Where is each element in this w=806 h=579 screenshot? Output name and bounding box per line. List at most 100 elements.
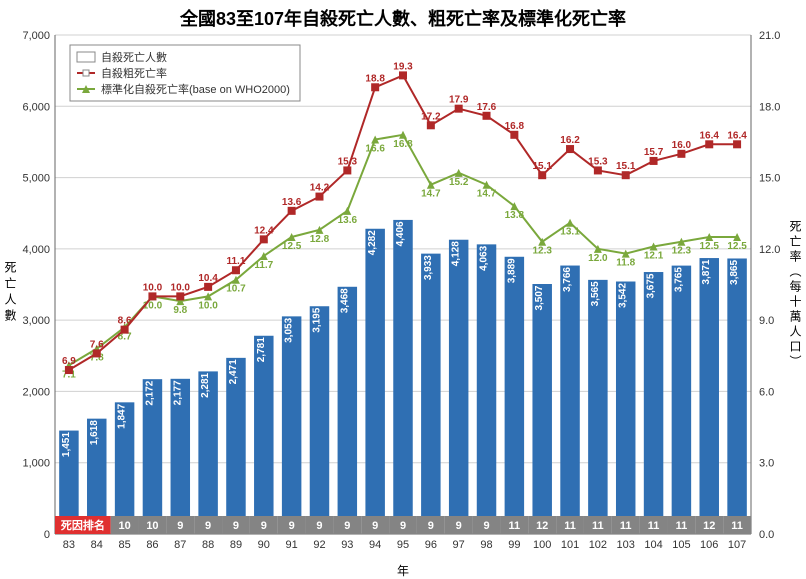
- svg-text:9: 9: [428, 520, 434, 532]
- svg-text:2,281: 2,281: [200, 372, 211, 397]
- svg-text:2,177: 2,177: [172, 380, 183, 405]
- svg-text:92: 92: [313, 539, 325, 551]
- svg-text:104: 104: [644, 539, 662, 551]
- bar: [727, 258, 746, 534]
- svg-text:12: 12: [703, 520, 715, 532]
- svg-text:103: 103: [617, 539, 635, 551]
- svg-text:12.5: 12.5: [282, 241, 302, 252]
- svg-text:21.0: 21.0: [759, 30, 780, 42]
- svg-text:10: 10: [118, 520, 130, 532]
- svg-text:11: 11: [620, 520, 632, 532]
- svg-text:8.6: 8.6: [118, 316, 132, 327]
- bar: [477, 244, 496, 534]
- svg-text:15.1: 15.1: [616, 161, 636, 172]
- bar: [365, 229, 384, 534]
- svg-text:17.6: 17.6: [477, 102, 497, 113]
- svg-text:101: 101: [561, 539, 579, 551]
- svg-text:90: 90: [258, 539, 270, 551]
- svg-text:102: 102: [589, 539, 607, 551]
- svg-text:11: 11: [564, 520, 576, 532]
- svg-text:6.0: 6.0: [759, 386, 774, 398]
- svg-text:1,618: 1,618: [89, 420, 100, 445]
- svg-text:16.8: 16.8: [393, 139, 413, 150]
- svg-text:6,000: 6,000: [22, 101, 50, 113]
- svg-text:4,282: 4,282: [367, 230, 378, 255]
- svg-text:12.5: 12.5: [700, 241, 720, 252]
- bar: [282, 316, 301, 534]
- svg-text:83: 83: [63, 539, 75, 551]
- bar: [616, 282, 635, 534]
- svg-text:11: 11: [731, 520, 743, 532]
- svg-text:12.3: 12.3: [532, 246, 552, 257]
- svg-text:9: 9: [400, 520, 406, 532]
- svg-text:6.9: 6.9: [62, 356, 76, 367]
- svg-text:93: 93: [341, 539, 353, 551]
- svg-text:9: 9: [483, 520, 489, 532]
- svg-text:100: 100: [533, 539, 551, 551]
- svg-text:12.5: 12.5: [727, 241, 747, 252]
- svg-text:13.6: 13.6: [282, 197, 302, 208]
- svg-text:16.8: 16.8: [505, 121, 525, 132]
- svg-text:11.1: 11.1: [226, 256, 245, 267]
- bar: [310, 306, 329, 534]
- bar: [672, 266, 691, 534]
- svg-text:0: 0: [44, 529, 50, 541]
- svg-text:12.3: 12.3: [672, 246, 692, 257]
- svg-text:9: 9: [372, 520, 378, 532]
- bar: [393, 220, 412, 534]
- svg-text:7.6: 7.6: [90, 339, 104, 350]
- svg-text:9: 9: [261, 520, 267, 532]
- svg-text:11: 11: [676, 520, 688, 532]
- svg-text:1,451: 1,451: [61, 432, 72, 457]
- svg-text:3,053: 3,053: [284, 317, 295, 342]
- svg-text:死因排名: 死因排名: [61, 518, 105, 532]
- svg-text:107: 107: [728, 539, 746, 551]
- svg-text:3,766: 3,766: [562, 267, 573, 292]
- svg-text:89: 89: [230, 539, 242, 551]
- bar: [560, 266, 579, 534]
- svg-text:13.6: 13.6: [338, 215, 358, 226]
- svg-text:12.8: 12.8: [310, 234, 330, 245]
- svg-text:3,468: 3,468: [339, 288, 350, 313]
- svg-text:15.7: 15.7: [644, 147, 664, 158]
- svg-text:16.4: 16.4: [727, 130, 747, 141]
- svg-text:91: 91: [286, 539, 298, 551]
- svg-text:10.0: 10.0: [171, 282, 191, 293]
- svg-text:16.6: 16.6: [365, 144, 385, 155]
- svg-text:11.8: 11.8: [616, 258, 635, 269]
- svg-text:86: 86: [146, 539, 158, 551]
- bar: [254, 336, 273, 534]
- svg-text:96: 96: [425, 539, 437, 551]
- bar: [699, 258, 718, 534]
- svg-text:12.4: 12.4: [254, 225, 274, 236]
- svg-text:自殺粗死亡率: 自殺粗死亡率: [101, 66, 167, 80]
- svg-text:4,000: 4,000: [22, 244, 50, 256]
- svg-text:2,000: 2,000: [22, 386, 50, 398]
- bar: [338, 287, 357, 534]
- svg-text:11: 11: [648, 520, 660, 532]
- svg-text:12: 12: [536, 520, 548, 532]
- svg-text:9: 9: [289, 520, 295, 532]
- svg-text:7,000: 7,000: [22, 30, 50, 42]
- svg-text:4,063: 4,063: [479, 245, 490, 270]
- bar: [421, 254, 440, 534]
- svg-text:3,889: 3,889: [506, 258, 517, 283]
- svg-text:106: 106: [700, 539, 718, 551]
- svg-text:10.0: 10.0: [198, 300, 218, 311]
- svg-text:9: 9: [177, 520, 183, 532]
- svg-text:3,865: 3,865: [729, 260, 740, 285]
- svg-text:94: 94: [369, 539, 381, 551]
- svg-text:9: 9: [344, 520, 350, 532]
- svg-text:3,765: 3,765: [673, 267, 684, 292]
- svg-text:18.0: 18.0: [759, 101, 780, 113]
- svg-text:2,172: 2,172: [144, 380, 155, 405]
- svg-text:3,933: 3,933: [423, 255, 434, 280]
- svg-text:16.2: 16.2: [560, 135, 580, 146]
- svg-text:12.1: 12.1: [644, 250, 664, 261]
- bar: [588, 280, 607, 534]
- chart-svg: 01,0002,0003,0004,0005,0006,0007,0000.03…: [0, 0, 806, 579]
- svg-text:10.7: 10.7: [226, 284, 246, 295]
- svg-text:105: 105: [672, 539, 690, 551]
- svg-text:1,000: 1,000: [22, 458, 50, 470]
- svg-text:85: 85: [118, 539, 130, 551]
